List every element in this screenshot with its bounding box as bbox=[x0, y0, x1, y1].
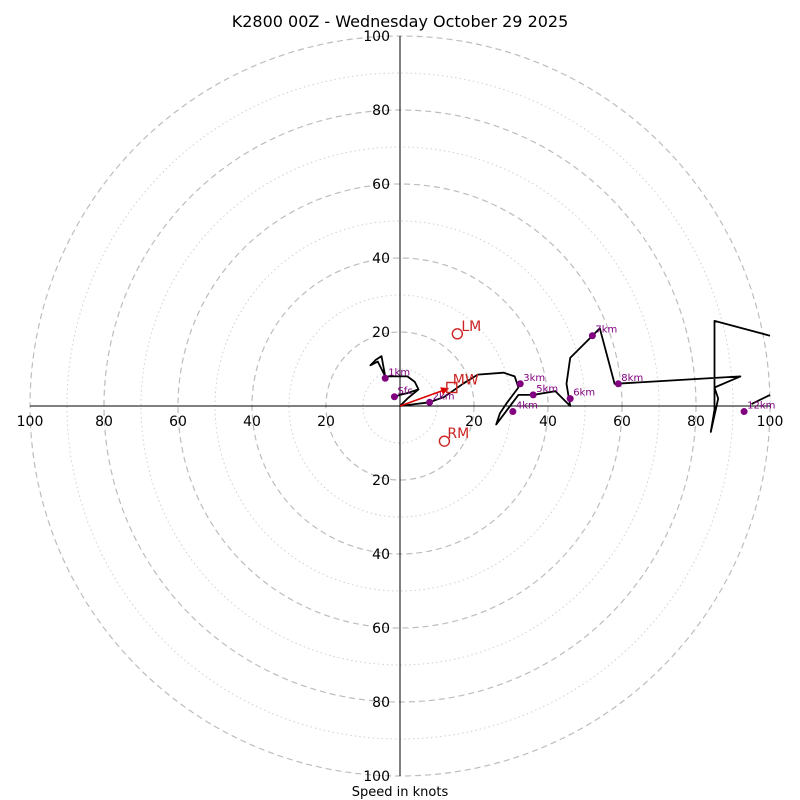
tick-label-south-40: 40 bbox=[372, 547, 390, 563]
tick-label-north-100: 100 bbox=[363, 29, 390, 45]
tick-label-east-20: 20 bbox=[465, 414, 483, 430]
height-label-12km: 12km bbox=[747, 401, 775, 412]
tick-label-east-60: 60 bbox=[613, 414, 631, 430]
height-point-1km bbox=[381, 374, 389, 382]
height-label-4km: 4km bbox=[516, 401, 538, 412]
tick-label-west-60: 60 bbox=[169, 414, 187, 430]
x-axis-label: Speed in knots bbox=[352, 785, 449, 800]
height-label-1km: 1km bbox=[388, 367, 410, 378]
height-label-sfc: Sfc bbox=[397, 386, 412, 397]
tick-label-north-60: 60 bbox=[372, 177, 390, 193]
tick-label-south-100: 100 bbox=[363, 769, 390, 785]
tick-label-west-40: 40 bbox=[243, 414, 261, 430]
tick-label-west-20: 20 bbox=[317, 414, 335, 430]
height-point-sfc bbox=[390, 393, 398, 401]
tick-label-east-80: 80 bbox=[687, 414, 705, 430]
chart-title: K2800 00Z - Wednesday October 29 2025 bbox=[232, 12, 569, 31]
tick-label-east-100: 100 bbox=[757, 414, 784, 430]
height-label-7km: 7km bbox=[595, 325, 617, 336]
height-points-layer: Sfc 1km 2km 3km 4km 5km 6km 7km 8km 12km bbox=[381, 325, 775, 416]
tick-label-south-80: 80 bbox=[372, 695, 390, 711]
hodograph-trace bbox=[369, 319, 771, 433]
tick-label-south-20: 20 bbox=[372, 473, 390, 489]
tick-labels: 20 20 20 20 40 40 40 40 60 60 60 60 80 80 80 80 100 100 10… bbox=[17, 29, 784, 785]
height-label-6km: 6km bbox=[573, 388, 595, 399]
tick-label-east-40: 40 bbox=[539, 414, 557, 430]
tick-label-west-100: 100 bbox=[17, 414, 44, 430]
lm-label: LM bbox=[461, 319, 481, 335]
tick-label-north-80: 80 bbox=[372, 103, 390, 119]
tick-label-north-20: 20 bbox=[372, 325, 390, 341]
mean-wind-vector bbox=[399, 387, 450, 407]
mw-marker bbox=[446, 381, 458, 394]
height-label-8km: 8km bbox=[621, 373, 643, 384]
height-point-2km bbox=[426, 398, 434, 406]
lm-marker bbox=[451, 328, 464, 340]
tick-label-north-40: 40 bbox=[372, 251, 390, 267]
mw-label: MW bbox=[453, 373, 479, 389]
height-point-6km bbox=[566, 395, 574, 403]
height-point-5km bbox=[529, 391, 537, 399]
height-label-2km: 2km bbox=[433, 391, 455, 402]
hodograph-trace-segment bbox=[751, 394, 771, 405]
height-point-12km bbox=[740, 408, 748, 416]
height-point-4km bbox=[509, 408, 517, 416]
height-point-8km bbox=[614, 380, 622, 388]
height-point-7km bbox=[588, 332, 596, 340]
tick-label-west-80: 80 bbox=[95, 414, 113, 430]
hodograph-trace-layer bbox=[369, 319, 771, 433]
height-point-3km bbox=[516, 380, 524, 388]
tick-label-south-60: 60 bbox=[372, 621, 390, 637]
height-label-3km: 3km bbox=[523, 373, 545, 384]
rm-label: RM bbox=[447, 426, 469, 442]
height-label-5km: 5km bbox=[536, 384, 558, 395]
storm-motion-layer: LM RM MW bbox=[399, 319, 481, 447]
rm-marker bbox=[438, 435, 451, 447]
